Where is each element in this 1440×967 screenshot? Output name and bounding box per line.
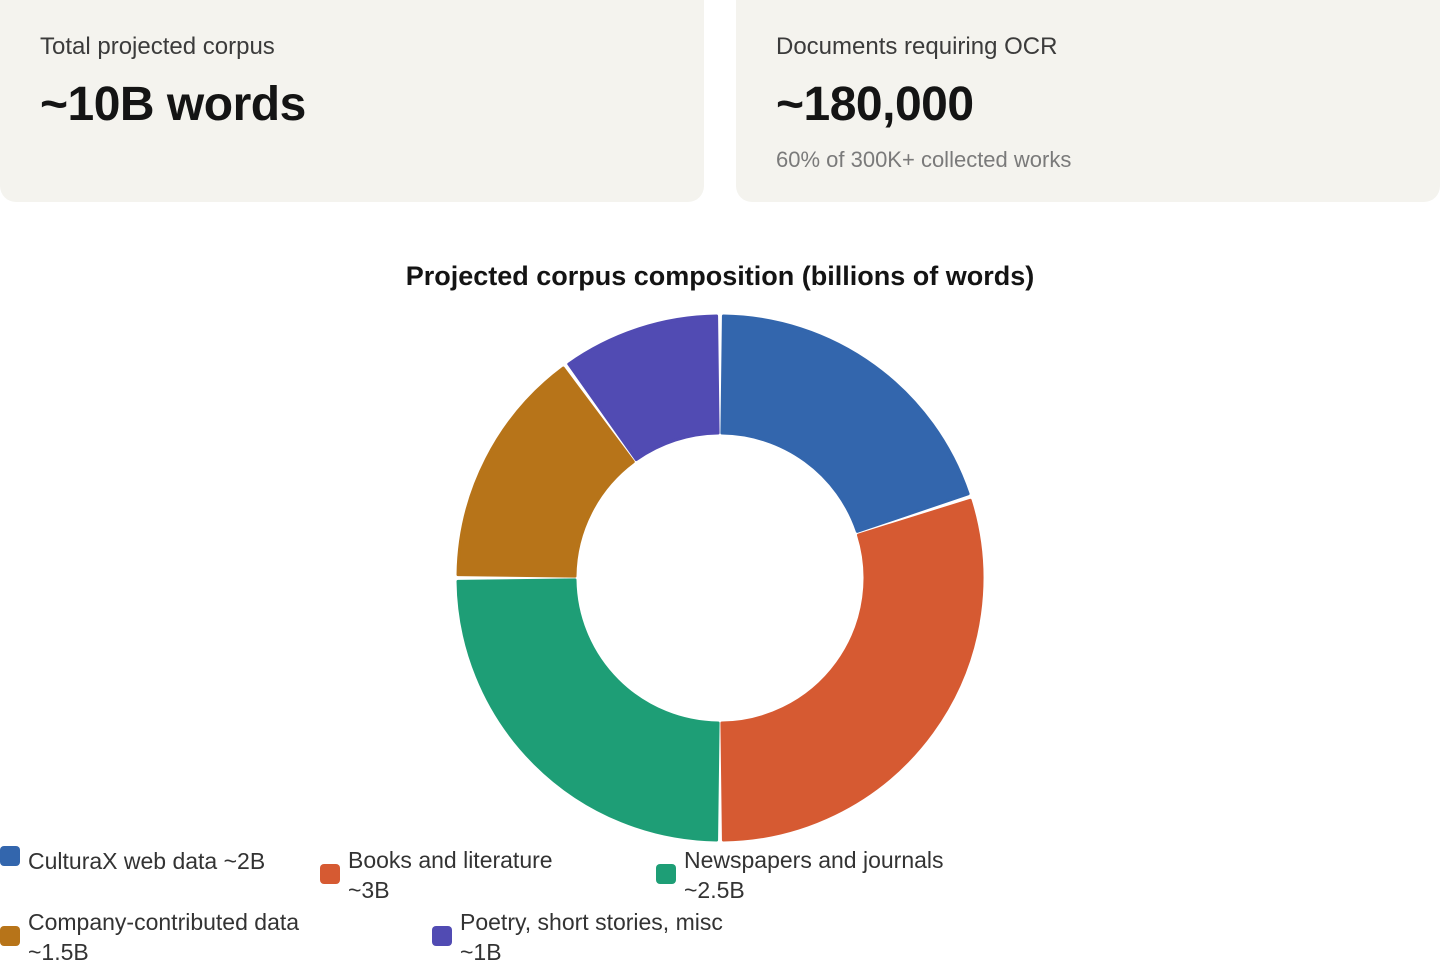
legend-item-poetry[interactable]: Poetry, short stories, misc ~1B: [432, 907, 723, 967]
donut-slice-company[interactable]: [456, 366, 635, 578]
donut-slice-culturax[interactable]: [720, 314, 970, 533]
legend-label: CulturaX web data ~2B: [28, 848, 266, 874]
stat-card-total-corpus: Total projected corpus ~10B words: [0, 0, 704, 202]
legend-swatch: [0, 846, 20, 866]
card-value: ~180,000: [776, 78, 974, 131]
legend-swatch: [320, 864, 340, 884]
card-subtext: 60% of 300K+ collected works: [776, 147, 1072, 172]
legend-item-culturax[interactable]: CulturaX web data ~2B: [0, 846, 265, 876]
donut-slice-newspapers[interactable]: [456, 578, 720, 842]
card-value: ~10B words: [40, 78, 306, 131]
legend-item-books[interactable]: Books and literature ~3B: [320, 845, 553, 905]
legend-label: Company-contributed data ~1.5B: [28, 909, 300, 965]
legend-swatch: [432, 926, 452, 946]
legend-label: Poetry, short stories, misc ~1B: [460, 909, 723, 965]
legend-label: Books and literature ~3B: [348, 847, 553, 903]
card-label: Total projected corpus: [40, 33, 275, 60]
chart-title: Projected corpus composition (billions o…: [405, 261, 1035, 291]
legend-swatch: [656, 864, 676, 884]
donut-slice-books[interactable]: [720, 498, 984, 842]
legend-item-newspapers[interactable]: Newspapers and journals ~2.5B: [656, 845, 944, 905]
card-label: Documents requiring OCR: [776, 33, 1058, 60]
stat-card-ocr-documents: Documents requiring OCR ~180,000 60% of …: [736, 0, 1440, 202]
legend-label: Newspapers and journals ~2.5B: [684, 847, 944, 903]
legend-swatch: [0, 926, 20, 946]
legend-item-company[interactable]: Company-contributed data ~1.5B: [0, 907, 299, 967]
donut-slice-poetry[interactable]: [567, 314, 720, 462]
